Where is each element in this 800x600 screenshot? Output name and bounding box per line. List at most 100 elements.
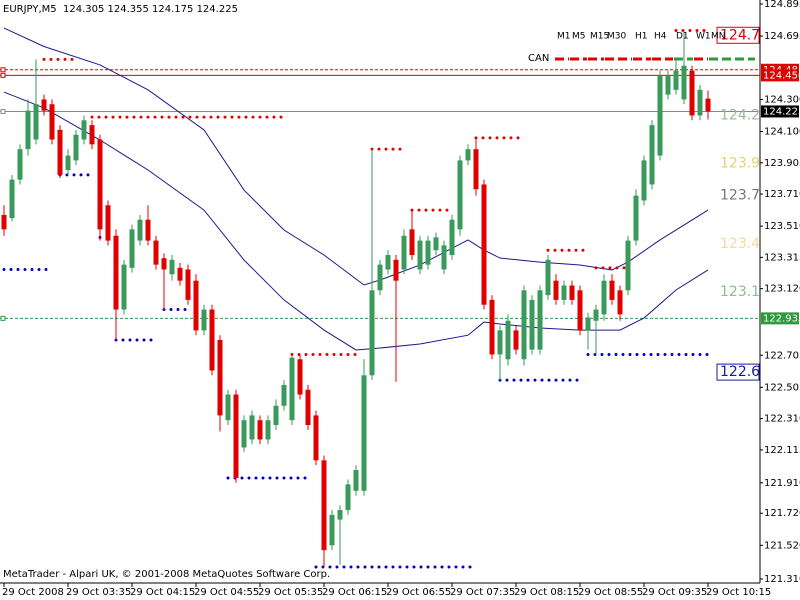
candle-body: [225, 394, 231, 421]
y-tick-label: 123.905: [764, 158, 800, 169]
price-tag-label: 124.225: [763, 106, 800, 117]
candle-body: [449, 219, 455, 256]
y-tick-label: 121.910: [764, 478, 800, 489]
candle-body: [233, 394, 239, 478]
candle-body: [65, 155, 71, 171]
candle-body: [281, 384, 287, 406]
candle-body: [601, 280, 607, 315]
candle-body: [249, 415, 255, 440]
timeframe-label: MN: [711, 32, 726, 42]
x-tick-label: 29 Oct 08:55: [578, 587, 643, 598]
candle-body: [417, 240, 423, 270]
candle-body: [497, 330, 503, 355]
candle-body: [585, 317, 591, 331]
y-tick-label: 123.710: [764, 189, 800, 200]
x-tick-label: 29 Oct 07:35: [450, 587, 515, 598]
candle-body: [129, 229, 135, 268]
candle-body: [137, 219, 143, 241]
x-tick-label: 29 Oct 09:35: [642, 587, 707, 598]
candle-body: [57, 129, 63, 175]
x-tick-label: 29 Oct 06:55: [386, 587, 451, 598]
timeframe-label: M5: [572, 32, 586, 42]
x-tick-label: 29 Oct 04:55: [194, 587, 259, 598]
x-tick-label: 29 Oct 2008: [2, 587, 64, 598]
candle-body: [633, 195, 639, 241]
price-tag-label: 122.935: [763, 313, 800, 324]
candle-body: [201, 309, 207, 331]
candle-body: [297, 359, 303, 395]
chart-title: EURJPY,M5 124.305 124.355 124.175 124.22…: [3, 4, 238, 15]
candle-body: [273, 405, 279, 426]
timeframe-label: M15: [590, 32, 609, 42]
x-tick-label: 29 Oct 05:35: [258, 587, 323, 598]
candle-body: [705, 98, 711, 112]
candle-body: [513, 330, 519, 350]
candle-body: [345, 484, 351, 511]
signal-label: CAN: [528, 53, 549, 64]
candle-body: [81, 120, 87, 140]
candle-body: [145, 219, 151, 241]
candle-body: [689, 70, 695, 116]
candle-body: [465, 149, 471, 161]
price-tag: [761, 312, 799, 325]
y-tick-label: 122.115: [764, 445, 800, 456]
candle-body: [569, 285, 575, 300]
candle-body: [9, 179, 15, 219]
candle-body: [289, 357, 295, 421]
candle-body: [481, 184, 487, 305]
candle-body: [17, 149, 23, 180]
candle-body: [649, 125, 655, 185]
candle-body: [433, 237, 439, 251]
candle-body: [41, 99, 47, 111]
candle-body: [673, 70, 679, 90]
level-box: [716, 26, 760, 44]
candle-body: [265, 420, 271, 440]
candle-body: [553, 280, 559, 300]
candle-body: [473, 149, 479, 190]
price-line-marker: [0, 315, 6, 321]
timeframe-label: D1: [676, 32, 689, 42]
candle-body: [361, 375, 367, 491]
x-tick-label: 29 Oct 08:15: [514, 587, 579, 598]
x-tick-label: 29 Oct 03:35: [66, 587, 131, 598]
candle-body: [401, 235, 407, 270]
candle-body: [577, 290, 583, 331]
candle-body: [321, 460, 327, 551]
moving-average: [3, 91, 709, 351]
candle-body: [209, 309, 215, 371]
candle-body: [521, 290, 527, 360]
footer: MetaTrader - Alpari UK, © 2001-2008 Meta…: [3, 569, 330, 580]
timeframe-label: H1: [635, 32, 648, 42]
timeframe-label: H4: [654, 32, 667, 42]
y-tick-label: 123.120: [764, 284, 800, 295]
candle-body: [217, 340, 223, 416]
candle-body: [489, 299, 495, 355]
candle-body: [241, 420, 247, 448]
timeframe-label: M1: [557, 32, 571, 42]
level-label: 123.1: [720, 284, 760, 300]
candle-body: [105, 205, 111, 241]
y-tick-label: 123.315: [764, 252, 800, 263]
candle-body: [25, 110, 31, 150]
level-label: 122.6: [720, 364, 760, 380]
candle-body: [377, 264, 383, 291]
candle-body: [33, 104, 39, 140]
candle-body: [313, 415, 319, 461]
candle-body: [441, 245, 447, 270]
y-tick-label: 121.520: [764, 540, 800, 551]
price-line-marker: [0, 67, 6, 73]
y-tick-label: 124.695: [764, 31, 800, 42]
timeframe-label: M30: [607, 32, 626, 42]
x-tick-label: 29 Oct 10:15: [706, 587, 771, 598]
candle-body: [337, 510, 343, 520]
candle-body: [1, 214, 7, 230]
price-line-marker: [0, 108, 6, 114]
candle-body: [457, 160, 463, 230]
candle-body: [609, 280, 615, 300]
level-label: 123.9: [720, 156, 760, 172]
y-tick-label: 122.505: [764, 382, 800, 393]
x-tick-label: 29 Oct 06:15: [322, 587, 387, 598]
candle-body: [73, 134, 79, 161]
